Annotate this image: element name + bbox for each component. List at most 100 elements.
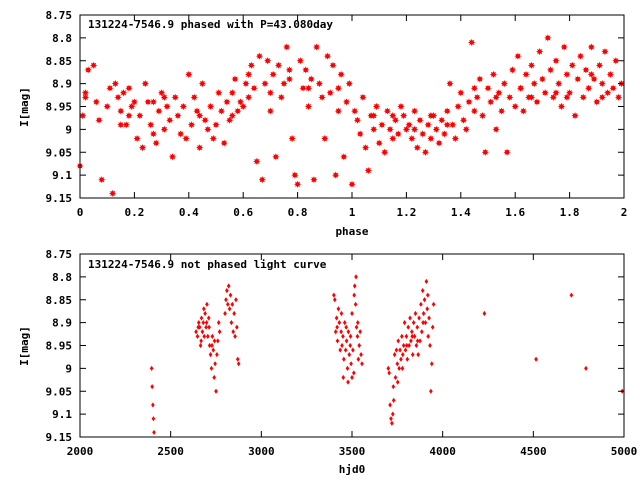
phased-y-tick-label: 8.8: [52, 32, 72, 45]
phased-data-point: [318, 93, 326, 101]
phased-data-point: [386, 125, 394, 133]
phased-points: [76, 34, 625, 198]
phased-data-point: [449, 121, 457, 129]
phased-data-point: [299, 84, 307, 92]
phased-data-point: [443, 121, 451, 129]
unphased-data-point: [196, 320, 201, 326]
unphased-chart: 8.75 8.8 8.85 8.9 8.95 9 9.05 9.1 9.15 2000 2500 3…: [18, 248, 637, 476]
unphased-data-point: [211, 347, 216, 353]
unphased-data-point: [416, 352, 420, 358]
phased-data-point: [280, 80, 288, 88]
unphased-data-point: [389, 416, 393, 422]
unphased-data-point: [342, 356, 346, 362]
unphased-data-point: [152, 429, 156, 436]
unphased-data-point: [194, 329, 198, 335]
unphased-data-point: [403, 347, 408, 353]
unphased-data-point: [354, 324, 359, 330]
phased-data-point: [226, 116, 234, 124]
phased-data-point: [217, 107, 226, 115]
unphased-data-point: [391, 411, 395, 417]
unphased-data-point: [352, 370, 356, 376]
unphased-data-point: [150, 384, 154, 390]
phased-data-point: [391, 116, 400, 124]
phased-data-point: [419, 130, 427, 138]
unphased-data-point: [207, 342, 212, 349]
unphased-data-point: [414, 342, 419, 349]
phased-data-point: [563, 93, 571, 101]
unphased-data-point: [225, 288, 229, 294]
phased-data-point: [416, 116, 424, 124]
phased-data-point: [481, 148, 489, 156]
phased-data-point: [98, 176, 106, 184]
unphased-data-point: [223, 310, 227, 317]
phased-data-point: [144, 98, 152, 106]
unphased-data-point: [202, 333, 207, 339]
phased-data-point: [549, 93, 557, 101]
unphased-data-point: [399, 356, 403, 362]
unphased-data-point: [415, 324, 420, 330]
phased-data-point: [593, 98, 601, 106]
unphased-data-point: [402, 320, 407, 326]
phased-data-point: [595, 61, 604, 69]
unphased-data-point: [201, 320, 206, 326]
unphased-data-point: [199, 315, 204, 321]
phased-data-point: [454, 102, 462, 111]
phased-x-tick-label: 1.6: [505, 206, 525, 219]
unphased-data-point: [418, 338, 422, 344]
phased-x-ticks: 0 0.2 0.4 0.6 0.8 1 1.2 1.4 1.6 1.8 2: [77, 15, 627, 219]
unphased-data-point: [332, 297, 337, 303]
unphased-data-point: [224, 297, 228, 303]
unphased-data-point: [407, 342, 411, 349]
phased-y-tick-label: 9.05: [46, 146, 73, 159]
unphased-data-point: [404, 342, 409, 349]
phased-data-point: [424, 121, 432, 129]
unphased-data-point: [149, 365, 154, 371]
unphased-x-tick-label: 4500: [520, 445, 547, 458]
phased-data-point: [321, 134, 329, 143]
phased-data-point: [427, 134, 435, 143]
phased-data-point: [517, 84, 525, 92]
phased-data-point: [125, 84, 133, 92]
phased-data-point: [136, 112, 144, 120]
phased-data-point: [571, 112, 579, 120]
phased-data-point: [285, 66, 294, 74]
phased-data-point: [421, 148, 430, 156]
unphased-data-point: [415, 338, 420, 344]
phased-data-point: [438, 116, 446, 124]
unphased-data-point: [396, 338, 401, 344]
unphased-y-tick-label: 8.75: [46, 248, 73, 261]
unphased-data-point: [202, 306, 206, 312]
phased-data-point: [307, 75, 315, 83]
phased-data-point: [302, 66, 310, 74]
unphased-data-point: [341, 374, 346, 381]
phased-data-point: [209, 134, 217, 143]
unphased-plot-frame: [79, 253, 625, 438]
phased-data-point: [359, 93, 367, 101]
phased-data-point: [546, 66, 555, 74]
phased-data-point: [163, 102, 171, 111]
unphased-data-point: [199, 338, 203, 344]
phased-data-point: [231, 75, 239, 83]
unphased-x-tick-label: 3000: [248, 445, 275, 458]
unphased-y-tick-label: 9.15: [46, 431, 73, 444]
unphased-data-point: [409, 338, 413, 344]
phased-data-point: [228, 89, 236, 97]
phased-data-point: [533, 98, 541, 106]
phased-x-tick-label: 1.8: [560, 206, 580, 219]
phased-data-point: [264, 57, 272, 65]
unphased-data-point: [408, 315, 412, 321]
phased-data-point: [117, 121, 125, 129]
phased-data-point: [527, 93, 536, 101]
unphased-data-point: [341, 333, 345, 339]
unphased-data-point: [335, 324, 339, 330]
phased-data-point: [342, 98, 351, 106]
phased-data-point: [492, 93, 500, 101]
phased-data-point: [612, 57, 620, 65]
unphased-data-point: [232, 310, 236, 317]
phased-data-point: [514, 52, 522, 60]
phased-data-point: [552, 57, 560, 65]
phased-data-point: [563, 70, 571, 79]
phased-data-point: [446, 80, 454, 88]
phased-data-point: [394, 130, 402, 138]
phased-data-point: [555, 80, 563, 88]
